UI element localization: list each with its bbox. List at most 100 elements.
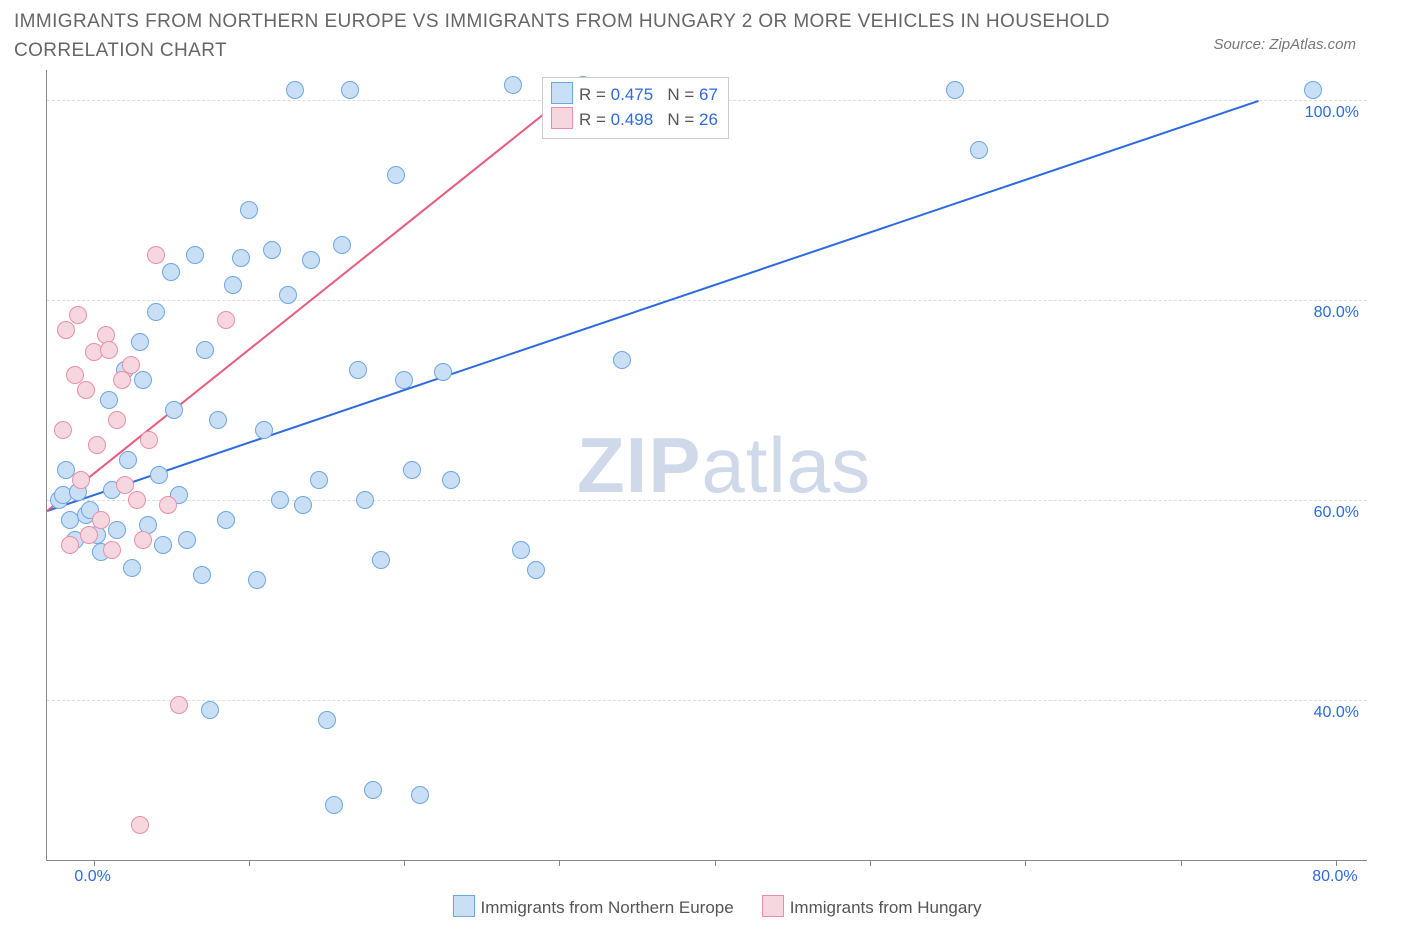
plot-area: ZIPatlas 40.0% 60.0% 80.0% 100.0% R = 0.475 … (46, 70, 1367, 861)
data-point (946, 81, 964, 99)
gridline (47, 500, 1367, 501)
x-tick (715, 860, 716, 866)
legend-swatch (551, 82, 573, 104)
chart-title: IMMIGRANTS FROM NORTHERN EUROPE VS IMMIG… (14, 8, 1144, 65)
data-point (150, 466, 168, 484)
data-point (116, 476, 134, 494)
data-point (302, 251, 320, 269)
data-point (178, 531, 196, 549)
y-tick-label: 60.0% (1299, 504, 1359, 522)
x-tick-label: 0.0% (74, 868, 110, 886)
data-point (100, 341, 118, 359)
data-point (108, 521, 126, 539)
watermark: ZIPatlas (577, 420, 871, 511)
data-point (193, 566, 211, 584)
data-point (201, 701, 219, 719)
legend-series-name: Immigrants from Northern Europe (481, 898, 734, 917)
legend-R-label: R = (579, 110, 611, 129)
data-point (387, 166, 405, 184)
stats-legend-row: R = 0.498 N = 26 (551, 107, 718, 132)
source-label: Source: ZipAtlas.com (1213, 36, 1356, 53)
data-point (263, 241, 281, 259)
data-point (128, 491, 146, 509)
trend-line (47, 100, 1259, 512)
data-point (1304, 81, 1322, 99)
legend-swatch (551, 107, 573, 129)
data-point (271, 491, 289, 509)
data-point (209, 411, 227, 429)
y-tick-label: 100.0% (1299, 104, 1359, 122)
data-point (100, 391, 118, 409)
data-point (217, 311, 235, 329)
gridline (47, 300, 1367, 301)
data-point (165, 401, 183, 419)
data-point (372, 551, 390, 569)
data-point (442, 471, 460, 489)
data-point (512, 541, 530, 559)
data-point (318, 711, 336, 729)
y-axis-label: 2 or more Vehicles in Household (0, 190, 4, 450)
x-tick (249, 860, 250, 866)
watermark-atlas: atlas (701, 421, 871, 509)
data-point (170, 696, 188, 714)
data-point (333, 236, 351, 254)
data-point (122, 356, 140, 374)
data-point (154, 536, 172, 554)
data-point (294, 496, 312, 514)
data-point (240, 201, 258, 219)
data-point (504, 76, 522, 94)
x-tick (870, 860, 871, 866)
data-point (92, 511, 110, 529)
data-point (69, 306, 87, 324)
data-point (77, 381, 95, 399)
data-point (123, 559, 141, 577)
legend-N-value: 26 (699, 110, 718, 129)
x-tick (1181, 860, 1182, 866)
legend-R-value: 0.498 (611, 110, 654, 129)
data-point (411, 786, 429, 804)
data-point (72, 471, 90, 489)
data-point (57, 321, 75, 339)
data-point (341, 81, 359, 99)
legend-N-value: 67 (699, 85, 718, 104)
legend-swatch (453, 895, 475, 917)
legend-R-label: R = (579, 85, 611, 104)
data-point (131, 333, 149, 351)
data-point (279, 286, 297, 304)
x-tick (404, 860, 405, 866)
gridline (47, 700, 1367, 701)
data-point (88, 436, 106, 454)
data-point (147, 246, 165, 264)
legend-N-label: N = (667, 85, 699, 104)
data-point (613, 351, 631, 369)
data-point (159, 496, 177, 514)
data-point (119, 451, 137, 469)
data-point (527, 561, 545, 579)
stats-legend-row: R = 0.475 N = 67 (551, 82, 718, 107)
y-tick-label: 80.0% (1299, 304, 1359, 322)
data-point (364, 781, 382, 799)
stats-legend: R = 0.475 N = 67R = 0.498 N = 26 (542, 77, 729, 139)
data-point (970, 141, 988, 159)
data-point (103, 541, 121, 559)
data-point (162, 263, 180, 281)
data-point (134, 371, 152, 389)
data-point (310, 471, 328, 489)
data-point (186, 246, 204, 264)
data-point (434, 363, 452, 381)
legend-R-value: 0.475 (611, 85, 654, 104)
trend-line (46, 82, 583, 512)
data-point (325, 796, 343, 814)
bottom-legend: Immigrants from Northern EuropeImmigrant… (0, 895, 1406, 918)
data-point (248, 571, 266, 589)
data-point (140, 431, 158, 449)
x-tick (1336, 860, 1337, 866)
data-point (403, 461, 421, 479)
data-point (61, 536, 79, 554)
data-point (54, 421, 72, 439)
data-point (80, 526, 98, 544)
x-tick (559, 860, 560, 866)
data-point (286, 81, 304, 99)
x-tick (1025, 860, 1026, 866)
y-tick-label: 40.0% (1299, 704, 1359, 722)
